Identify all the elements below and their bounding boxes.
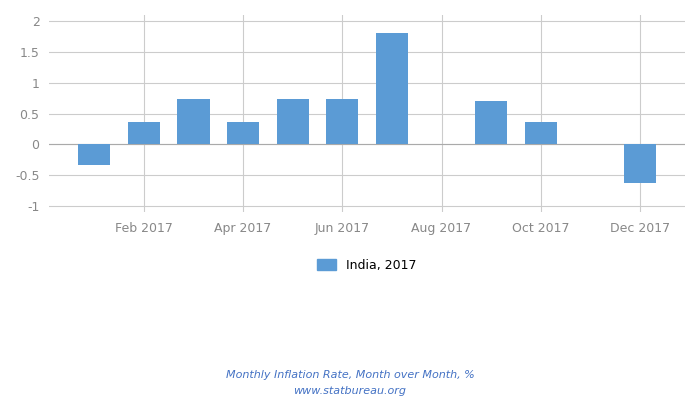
Bar <box>177 100 209 144</box>
Legend: India, 2017: India, 2017 <box>312 254 421 277</box>
Bar <box>376 34 408 144</box>
Text: Monthly Inflation Rate, Month over Month, %: Monthly Inflation Rate, Month over Month… <box>225 370 475 380</box>
Bar <box>624 144 656 183</box>
Bar <box>227 122 259 144</box>
Bar <box>127 122 160 144</box>
Bar <box>276 100 309 144</box>
Text: www.statbureau.org: www.statbureau.org <box>293 386 407 396</box>
Bar <box>524 122 557 144</box>
Bar <box>475 101 507 144</box>
Bar <box>326 100 358 144</box>
Bar <box>78 144 111 165</box>
